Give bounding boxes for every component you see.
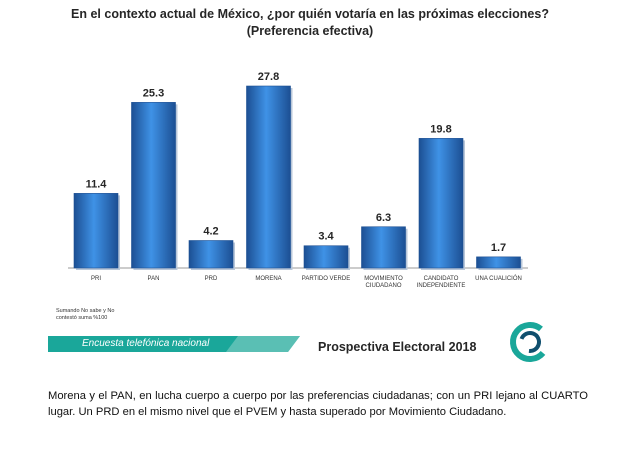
category-label-prd: PRD bbox=[205, 276, 218, 282]
category-label-candidato-independiente: CANDIDATO INDEPENDIENTE bbox=[417, 276, 466, 289]
survey-label: Encuesta telefónica nacional bbox=[82, 338, 210, 349]
caption-text: Morena y el PAN, en lucha cuerpo a cuerp… bbox=[48, 390, 588, 418]
data-label-prd: 4.2 bbox=[203, 226, 218, 238]
bar-pan bbox=[131, 102, 176, 269]
bar-movimiento-ciudadano bbox=[361, 226, 406, 269]
category-label-pri: PRI bbox=[91, 276, 101, 282]
category-label-pan: PAN bbox=[148, 276, 160, 282]
bar-una-cualici-n bbox=[476, 256, 521, 269]
category-label-morena: MORENA bbox=[255, 276, 281, 282]
category-label-una-cualici-n: UNA CUALICIÓN bbox=[475, 275, 522, 282]
chart-title: En el contexto actual de México, ¿por qu… bbox=[0, 6, 620, 40]
data-label-morena: 27.8 bbox=[258, 71, 279, 83]
data-label-partido-verde: 3.4 bbox=[318, 231, 334, 243]
category-label-partido-verde: PARTIDO VERDE bbox=[302, 276, 350, 282]
data-label-pan: 25.3 bbox=[143, 87, 164, 99]
category-label-movimiento-ciudadano: MOVIMIENTO CIUDADANO bbox=[364, 276, 403, 289]
data-label-candidato-independiente: 19.8 bbox=[430, 123, 451, 135]
bar-partido-verde bbox=[303, 245, 349, 269]
survey-band bbox=[48, 336, 300, 352]
bar-prd bbox=[188, 240, 234, 269]
title-line-2: (Preferencia efectiva) bbox=[246, 24, 374, 38]
bar-morena bbox=[246, 85, 291, 269]
footnote: Sumando No sabe y No contestó suma %100 bbox=[56, 308, 115, 321]
title-line-1: En el contexto actual de México, ¿por qu… bbox=[71, 7, 549, 21]
prospectiva-logo-icon bbox=[510, 322, 550, 362]
bar-pri bbox=[73, 193, 119, 269]
data-label-movimiento-ciudadano: 6.3 bbox=[376, 212, 391, 224]
bar-chart: 11.4 PRI 25.3 PAN 4.2 PRD 27.8 MORENA 3.4 PARTIDO… bbox=[68, 71, 528, 289]
brand-name: Prospectiva Electoral 2018 bbox=[318, 340, 477, 354]
data-label-pri: 11.4 bbox=[86, 178, 108, 190]
bar-candidato-independiente bbox=[418, 138, 464, 269]
data-label-una-cualici-n: 1.7 bbox=[491, 242, 506, 254]
